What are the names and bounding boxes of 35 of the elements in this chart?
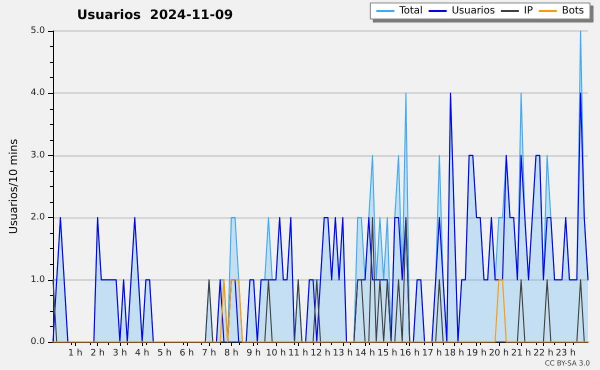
x-tick-label: 20 h bbox=[488, 348, 509, 358]
x-tick-label: 8 h bbox=[224, 348, 238, 358]
legend-label: IP bbox=[524, 6, 533, 16]
x-tick-label: 11 h bbox=[288, 348, 308, 358]
x-tick-label: 6 h bbox=[180, 348, 194, 358]
x-tick-label: 3 h bbox=[112, 348, 128, 358]
x-tick-label: 1 h bbox=[68, 348, 82, 358]
x-tick-label: 21 h bbox=[511, 348, 532, 358]
x-tick-label: 13 h bbox=[332, 348, 353, 358]
y-tick-label: 1.0 bbox=[30, 274, 46, 285]
x-tick-label: 18 h bbox=[444, 348, 464, 358]
x-tick-label: 7 h bbox=[202, 348, 216, 358]
x-tick-label: 2 h bbox=[90, 348, 105, 358]
y-tick-label: 5.0 bbox=[30, 26, 46, 36]
y-tick-label: 2.0 bbox=[30, 212, 46, 223]
x-tick-label: 9 h bbox=[246, 348, 261, 358]
y-tick-label: 4.0 bbox=[30, 88, 46, 98]
y-tick-label: 3.0 bbox=[30, 150, 46, 160]
x-tick-label: 14 h bbox=[355, 348, 376, 358]
legend-label: Bots bbox=[562, 6, 584, 16]
x-tick-label: 15 h bbox=[377, 348, 398, 358]
y-tick-label: 0.0 bbox=[30, 337, 46, 347]
x-tick-label: 4 h bbox=[135, 348, 150, 358]
x-tick-label: 12 h bbox=[310, 348, 331, 358]
x-tick-label: 10 h bbox=[266, 348, 286, 358]
y-axis-title: Usuarios/10 mins bbox=[7, 138, 20, 234]
x-tick-label: 16 h bbox=[400, 348, 420, 358]
x-tick-label: 17 h bbox=[422, 348, 442, 358]
legend-label: Usuarios bbox=[452, 6, 495, 16]
legend-label: Total bbox=[398, 6, 423, 16]
x-tick-label: 5 h bbox=[157, 348, 172, 358]
x-tick-label: 22 h bbox=[533, 348, 554, 358]
chart-title: Usuarios 2024-11-09 bbox=[77, 8, 234, 23]
x-tick-label: 19 h bbox=[466, 348, 487, 358]
x-tick-label: 23 h bbox=[556, 348, 576, 358]
